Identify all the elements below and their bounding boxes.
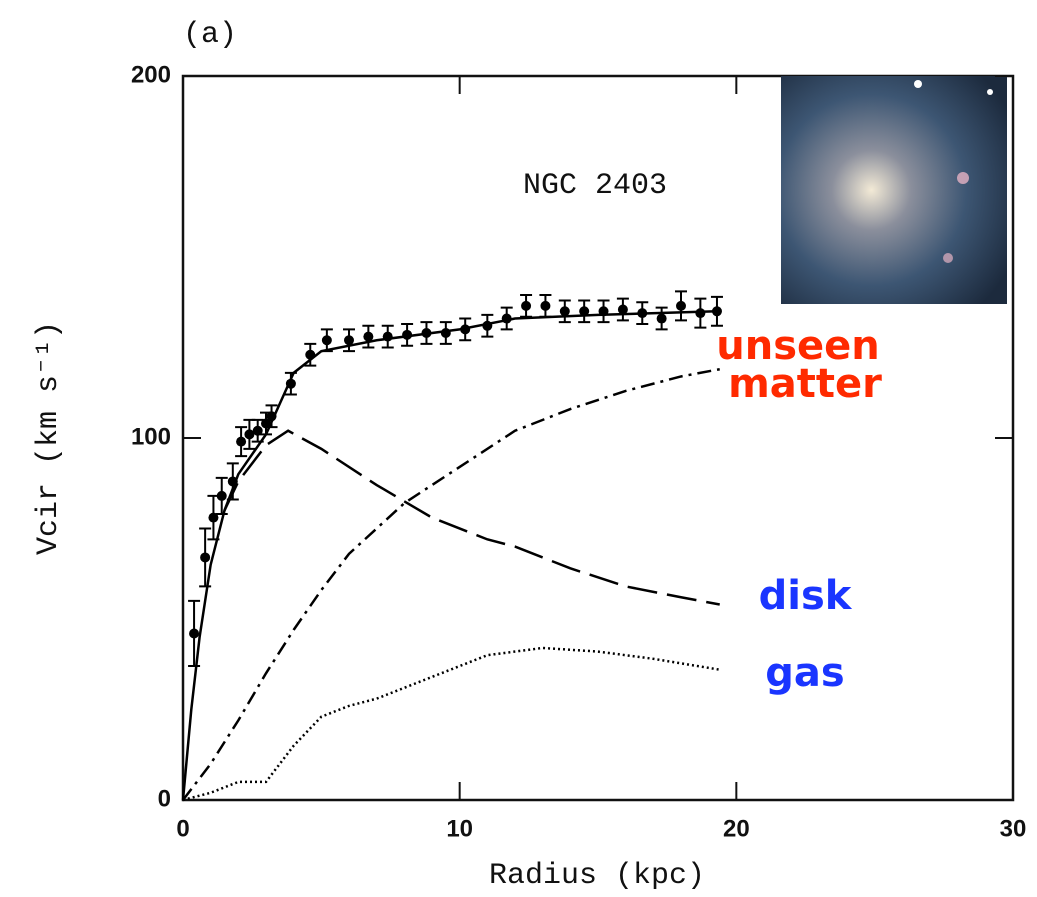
y-tick-label: 100 [131,423,171,450]
curve-label-line: matter [728,361,882,407]
annotation: NGC 2403 [523,169,667,203]
x-tick-label: 10 [446,815,473,842]
data-point [657,314,667,324]
model-curve [225,431,720,605]
model-curve [183,311,717,800]
x-axis-label: Radius (kpc) [489,859,705,893]
y-axis-label: Vcir (km s⁻¹) [32,321,66,555]
star [914,80,922,88]
x-tick-label: 30 [1000,815,1027,842]
data-point [189,628,199,638]
x-tick-label: 0 [176,815,189,842]
data-point [560,306,570,316]
curve-label: unseen matter [716,323,893,407]
nebula [957,172,969,184]
data-point [217,491,227,501]
chart: (a) NGC 2403 Radius (kpc) Vcir (km s⁻¹) … [0,0,1037,897]
data-point [540,301,550,311]
data-point [676,301,686,311]
star [987,89,993,95]
data-point [200,552,210,562]
data-point [521,301,531,311]
y-tick-label: 200 [131,61,171,88]
curve-label: disk [759,573,853,619]
data-point [322,335,332,345]
x-tick-label: 20 [723,815,750,842]
panel-label: (a) [183,18,237,52]
y-tick-label: 0 [158,785,171,812]
nebula [943,253,953,263]
curve-label: gas [765,650,844,696]
data-point [236,437,246,447]
galaxy-image [781,76,1007,304]
model-curve [183,648,720,800]
